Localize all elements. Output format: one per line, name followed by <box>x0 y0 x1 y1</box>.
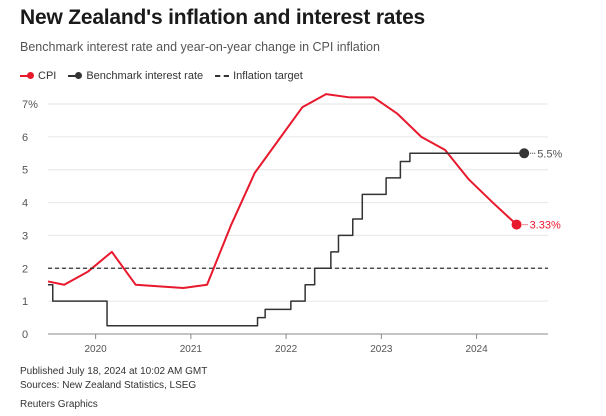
legend-item-cpi: CPI <box>20 70 56 82</box>
sources-note: Sources: New Zealand Statistics, LSEG <box>20 380 197 391</box>
x-tick-label-2020: 2020 <box>84 344 107 355</box>
series-cpi-end-label: 3.33% <box>530 220 561 232</box>
x-tick-label-2022: 2022 <box>275 344 298 355</box>
published-date: Published July 18, 2024 at 10:02 AM GMT <box>20 366 208 377</box>
legend-label-cpi: CPI <box>38 70 57 82</box>
line-chart: 0 1 2 3 4 5 6 7% 2020 2021 2022 2023 2024 3.33% 5.5% <box>22 93 562 355</box>
series-cpi-end-marker <box>511 219 522 230</box>
y-tick-label-6: 6 <box>22 132 28 144</box>
legend: CPI Benchmark interest rate Inflation ta… <box>20 70 315 82</box>
chart-subtitle: Benchmark interest rate and year-on-year… <box>20 40 380 54</box>
y-gridlines <box>48 103 548 335</box>
legend-swatch-inflation-target <box>215 75 230 77</box>
legend-label-interest-rate: Benchmark interest rate <box>86 70 204 82</box>
x-tick-label-2023: 2023 <box>370 344 393 355</box>
legend-swatch-interest-rate <box>68 72 83 80</box>
y-tick-label-3: 3 <box>22 230 28 242</box>
y-tick-label-2: 2 <box>22 263 28 275</box>
legend-item-interest-rate: Benchmark interest rate <box>68 70 203 82</box>
x-axis-ticks: 2020 2021 2022 2023 2024 <box>84 334 488 355</box>
y-tick-label-0: 0 <box>22 329 28 341</box>
legend-item-inflation-target: Inflation target <box>215 70 303 82</box>
series-lines <box>47 93 548 327</box>
series-interest-rate-end-label: 5.5% <box>537 148 562 160</box>
x-tick-label-2021: 2021 <box>180 344 203 355</box>
chart-title: New Zealand's inflation and interest rat… <box>20 6 426 29</box>
series-interest-rate-line <box>48 152 525 327</box>
series-end-markers: 3.33% 5.5% <box>511 148 562 232</box>
legend-label-inflation-target: Inflation target <box>233 70 303 82</box>
y-tick-label-1: 1 <box>22 296 28 308</box>
legend-swatch-cpi <box>20 72 34 80</box>
y-tick-label-4: 4 <box>22 198 28 210</box>
y-tick-label-5: 5 <box>22 165 28 177</box>
y-tick-label-7: 7% <box>22 99 38 111</box>
series-cpi-line <box>47 93 518 289</box>
y-axis-ticks: 0 1 2 3 4 5 6 7% <box>22 99 38 341</box>
credit-note: Reuters Graphics <box>20 399 98 410</box>
x-tick-label-2024: 2024 <box>465 344 488 355</box>
series-interest-rate-end-marker <box>519 148 530 159</box>
